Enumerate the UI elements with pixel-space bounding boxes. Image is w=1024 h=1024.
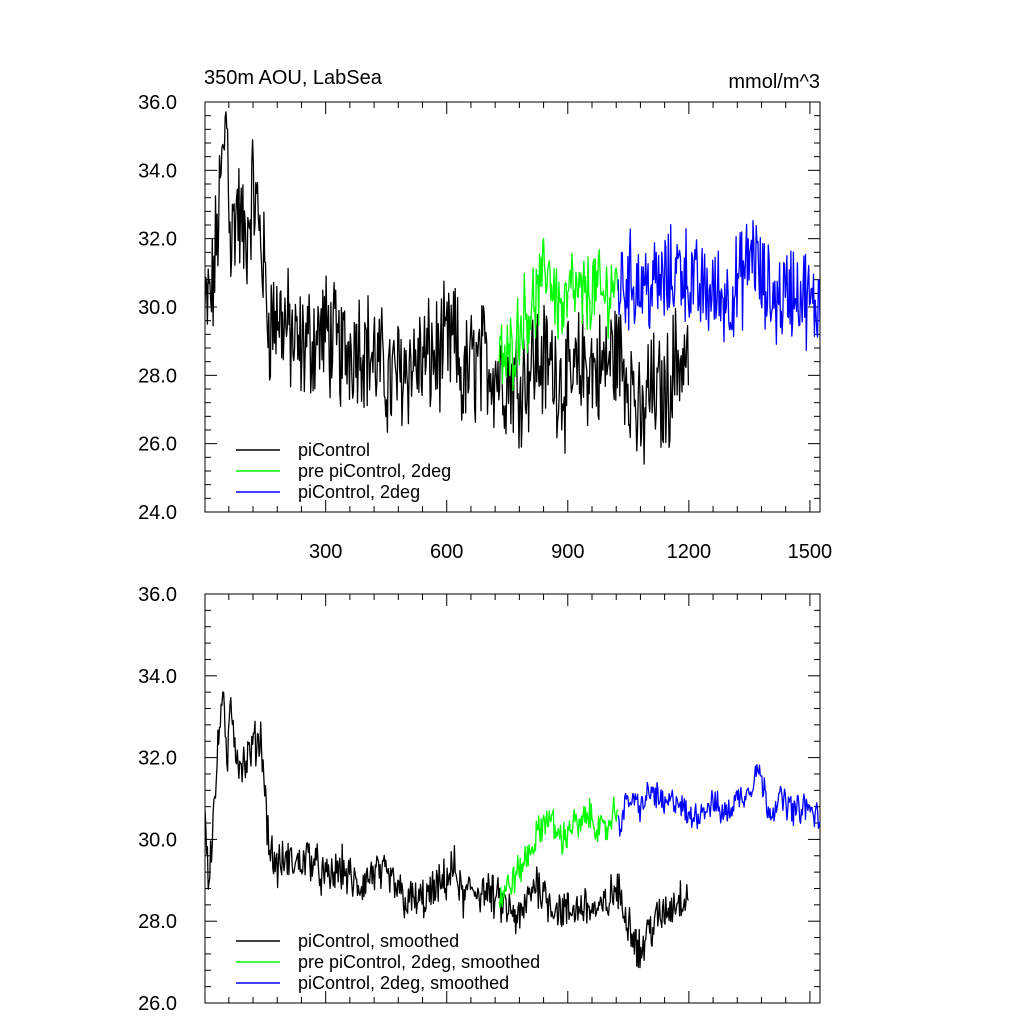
y-tick-label: 24.0 bbox=[138, 502, 177, 524]
x-tick-label: 1500 bbox=[788, 541, 833, 563]
series-line-2 bbox=[617, 220, 820, 352]
y-tick-label: 36.0 bbox=[138, 92, 177, 114]
y-tick-label: 28.0 bbox=[138, 365, 177, 387]
legend-label: piControl, 2deg, smoothed bbox=[298, 973, 509, 993]
series-line-0 bbox=[205, 691, 689, 969]
series-line-2 bbox=[617, 764, 820, 837]
y-tick-label: 28.0 bbox=[138, 911, 177, 933]
x-tick-label: 300 bbox=[309, 541, 342, 563]
y-tick-label: 34.0 bbox=[138, 160, 177, 182]
y-tick-label: 30.0 bbox=[138, 829, 177, 851]
chart-panel-top: 24.0 26.0 28.0 30.0 32.0 34.0 36.0 300 600 900 120… bbox=[138, 92, 832, 563]
y-tick-label: 30.0 bbox=[138, 297, 177, 319]
y-tick-label: 34.0 bbox=[138, 666, 177, 688]
series-line-1 bbox=[498, 238, 619, 392]
y-tick-label: 36.0 bbox=[138, 584, 177, 606]
plot-frame bbox=[204, 593, 821, 1004]
series-line-1 bbox=[498, 796, 619, 909]
chart-title: 350m AOU, LabSea bbox=[204, 67, 383, 89]
x-tick-label: 900 bbox=[551, 541, 584, 563]
legend-label: piControl, 2deg bbox=[298, 482, 420, 502]
chart-panel-bottom: 26.0 28.0 30.0 32.0 34.0 36.0 piControl, smoot… bbox=[138, 584, 821, 1015]
x-tick-label: 1200 bbox=[667, 541, 712, 563]
legend-label: piControl bbox=[298, 440, 370, 460]
units-label: mmol/m^3 bbox=[728, 71, 820, 93]
y-tick-label: 32.0 bbox=[138, 748, 177, 770]
legend-label: pre piControl, 2deg bbox=[298, 461, 451, 481]
series-line-0 bbox=[205, 111, 690, 465]
y-tick-label: 26.0 bbox=[138, 993, 177, 1015]
x-tick-label: 600 bbox=[430, 541, 463, 563]
y-tick-label: 32.0 bbox=[138, 229, 177, 251]
legend-label: pre piControl, 2deg, smoothed bbox=[298, 952, 540, 972]
y-tick-label: 26.0 bbox=[138, 434, 177, 456]
legend-label: piControl, smoothed bbox=[298, 931, 459, 951]
